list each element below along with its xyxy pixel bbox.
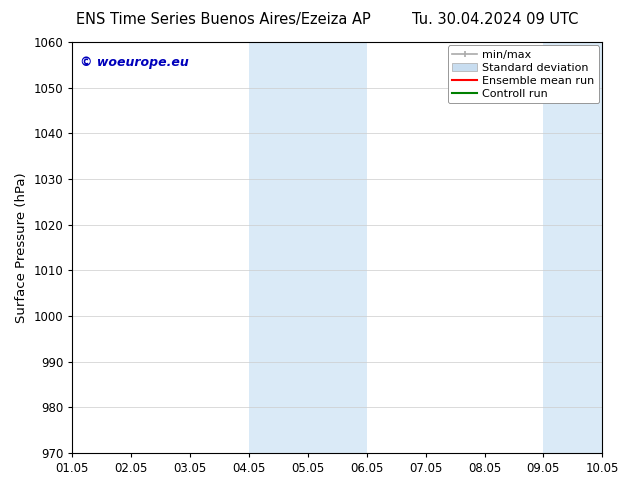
Text: © woeurope.eu: © woeurope.eu [81,56,189,70]
Y-axis label: Surface Pressure (hPa): Surface Pressure (hPa) [15,172,28,323]
Bar [543,42,602,453]
Text: ENS Time Series Buenos Aires/Ezeiza AP: ENS Time Series Buenos Aires/Ezeiza AP [76,12,371,27]
Text: Tu. 30.04.2024 09 UTC: Tu. 30.04.2024 09 UTC [412,12,578,27]
Bar [249,42,366,453]
Legend: min/max, Standard deviation, Ensemble mean run, Controll run: min/max, Standard deviation, Ensemble me… [448,46,599,103]
